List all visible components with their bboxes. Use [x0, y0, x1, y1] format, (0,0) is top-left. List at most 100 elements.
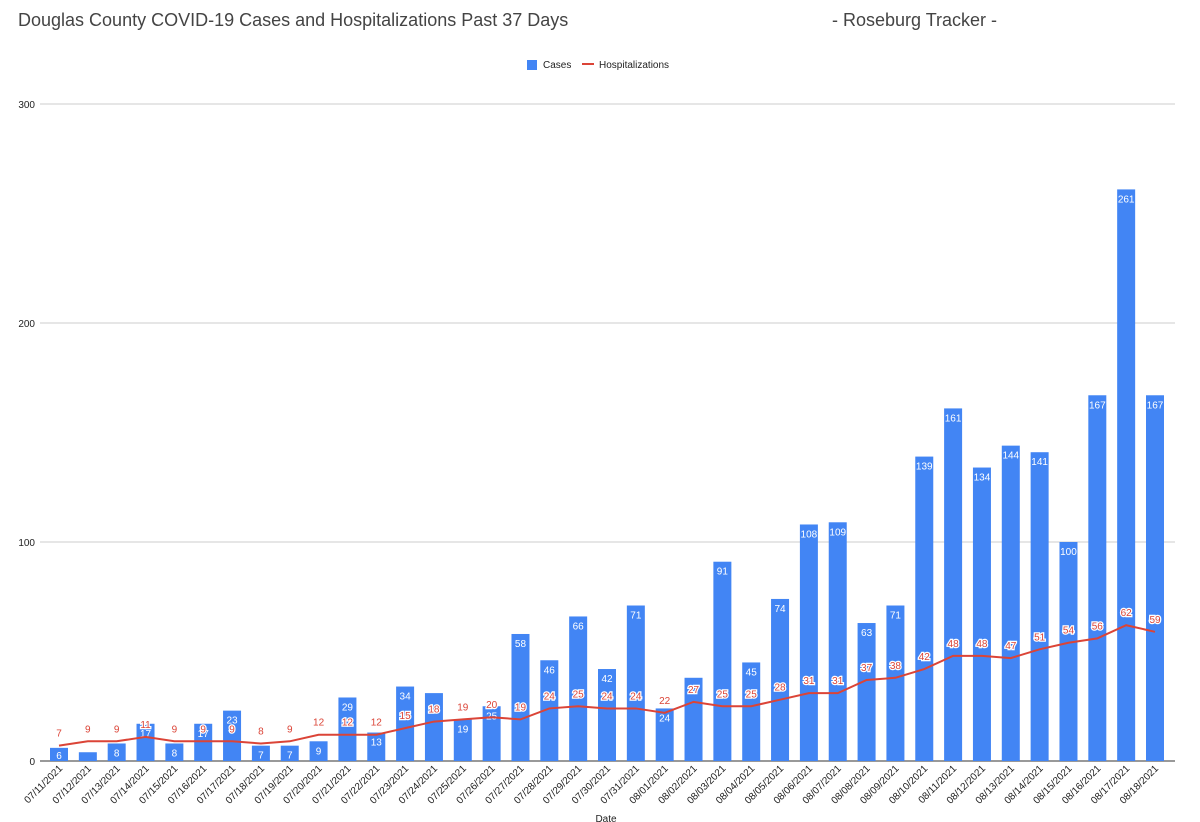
x-axis-title: Date: [595, 814, 617, 822]
y-tick-label: 0: [29, 757, 35, 768]
bar: [194, 723, 213, 761]
legend-cases-label: Cases: [543, 60, 571, 71]
line-data-label: 59: [1149, 615, 1161, 626]
line-data-label: 22: [659, 696, 671, 707]
bar: [944, 408, 963, 761]
bar-data-label: 71: [890, 611, 902, 622]
line-data-label: 27: [688, 685, 700, 696]
line-data-label: 48: [948, 639, 960, 650]
line-data-label: 9: [229, 724, 235, 735]
line-data-label: 56: [1092, 621, 1104, 632]
line-data-label: 31: [803, 676, 815, 687]
bar-data-label: 91: [717, 567, 729, 578]
bar: [1059, 542, 1078, 761]
bar-data-label: 7: [287, 751, 293, 762]
bar-data-label: 19: [457, 724, 469, 735]
line-data-label: 25: [717, 689, 729, 700]
bar: [569, 616, 588, 761]
bar-data-label: 261: [1118, 194, 1135, 205]
line-data-label: 25: [746, 689, 758, 700]
line-data-label: 12: [342, 718, 354, 729]
bar: [251, 745, 270, 761]
bar: [972, 467, 991, 761]
bar-data-label: 161: [945, 413, 962, 424]
bar-data-label: 17: [198, 729, 210, 740]
line-data-label: 28: [774, 683, 786, 694]
bar-data-label: 42: [601, 674, 613, 685]
line-data-label: 38: [890, 661, 902, 672]
bar-data-label: 74: [774, 604, 786, 615]
line-data-label: 9: [287, 724, 293, 735]
bar: [396, 686, 415, 761]
line-data-label: 31: [832, 676, 844, 687]
bar: [280, 745, 299, 761]
line-data-label: 62: [1121, 608, 1133, 619]
bar: [424, 693, 443, 761]
line-data-label: 54: [1063, 626, 1075, 637]
bar-data-label: 6: [56, 751, 62, 762]
bar: [886, 605, 905, 761]
bar-data-label: 17: [140, 729, 152, 740]
chart-title: Douglas County COVID-19 Cases and Hospit…: [18, 10, 569, 30]
bar-data-label: 134: [974, 473, 991, 484]
line-data-label: 15: [400, 711, 412, 722]
bar: [713, 561, 732, 761]
line-data-label: 42: [919, 652, 931, 663]
bar-data-label: 167: [1089, 400, 1106, 411]
line-data-label: 12: [313, 718, 325, 729]
legend-hospitalizations-label: Hospitalizations: [599, 60, 669, 71]
hospitalizations-line: [58, 624, 1156, 747]
line-data-label: 24: [630, 691, 642, 702]
line-data-label: 24: [601, 691, 613, 702]
line-data-label: 47: [1005, 641, 1017, 652]
line-data-label: 24: [544, 691, 556, 702]
bar: [857, 623, 876, 761]
bar: [1146, 395, 1164, 761]
y-tick-label: 100: [18, 538, 35, 549]
line-data-label: 25: [573, 689, 585, 700]
chart-subtitle: - Roseburg Tracker -: [832, 10, 998, 30]
bar: [799, 524, 818, 761]
line-data-label: 12: [371, 718, 383, 729]
bar-data-label: 46: [544, 665, 556, 676]
bar-data-label: 144: [1002, 451, 1019, 462]
bar: [1001, 445, 1020, 761]
bar-data-label: 109: [829, 527, 846, 538]
legend-cases-swatch: [527, 60, 537, 70]
bar: [453, 719, 472, 761]
bar: [136, 723, 155, 761]
bar: [309, 741, 328, 761]
bar: [107, 743, 126, 761]
bar-data-label: 108: [801, 529, 818, 540]
line-data-label: 37: [861, 663, 873, 674]
bar: [828, 522, 847, 761]
bar: [684, 677, 703, 761]
bar-data-label: 66: [573, 621, 585, 632]
bar-data-label: 8: [172, 748, 178, 759]
bar: [367, 732, 386, 761]
bar-data-label: 24: [659, 713, 671, 724]
bar: [915, 456, 934, 761]
bar-data-label: 100: [1060, 547, 1077, 558]
line-data-label: 8: [258, 726, 264, 737]
y-tick-label: 200: [18, 319, 35, 330]
bar-data-label: 8: [114, 748, 120, 759]
line-data-label: 48: [976, 639, 988, 650]
bar-data-label: 4: [85, 724, 91, 735]
bar: [50, 747, 68, 761]
bar-data-label: 23: [226, 716, 238, 727]
bar-data-label: 139: [916, 462, 933, 473]
bar-data-label: 45: [746, 667, 758, 678]
line-data-label: 9: [200, 724, 206, 735]
bar-data-label: 9: [316, 746, 322, 757]
bar-data-label: 71: [630, 611, 642, 622]
bar: [78, 752, 97, 761]
line-data-label: 11: [140, 720, 151, 731]
line-data-label: 18: [428, 705, 440, 716]
line-data-label: 9: [85, 724, 91, 735]
line-data-label: 51: [1034, 632, 1046, 643]
bar-data-label: 13: [371, 738, 383, 749]
bar: [1030, 452, 1049, 761]
bar: [598, 669, 616, 761]
